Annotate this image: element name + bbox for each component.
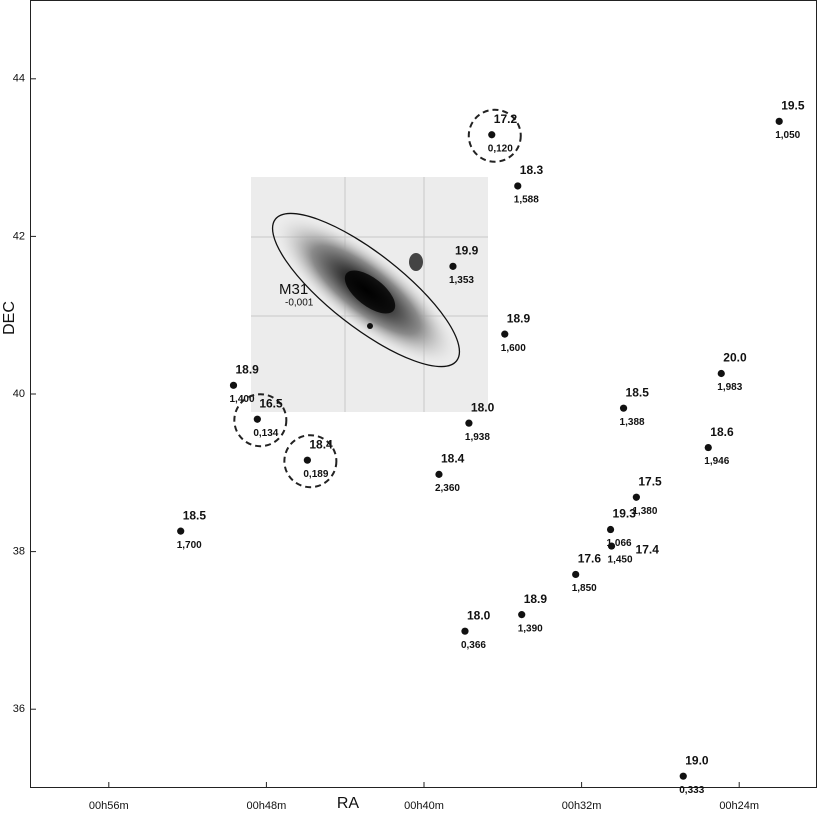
point <box>619 404 628 412</box>
redshift-label: 1,390 <box>518 623 543 634</box>
y-tick-label: 42 <box>13 230 25 242</box>
redshift-label: 1,388 <box>620 417 645 428</box>
redshift-label: 1,353 <box>449 275 474 286</box>
redshift-label: 1,946 <box>704 456 729 467</box>
magnitude-label: 18.5 <box>626 385 650 399</box>
redshift-label: 1,700 <box>177 540 202 551</box>
point <box>229 381 238 389</box>
magnitude-label: 19.5 <box>781 99 805 113</box>
point <box>775 117 783 125</box>
magnitude-label: 18.4 <box>441 452 465 466</box>
x-tick-label: 00h32m <box>562 800 602 812</box>
redshift-label: 1,066 <box>607 538 632 549</box>
point <box>488 131 496 139</box>
point <box>679 772 687 780</box>
m31-image <box>251 177 488 412</box>
point <box>632 493 640 501</box>
redshift-label: 1,983 <box>717 382 742 393</box>
magnitude-label: 18.9 <box>236 363 260 377</box>
redshift-label: 0,189 <box>303 469 328 480</box>
magnitude-label: 19.9 <box>455 244 479 258</box>
point <box>501 330 509 338</box>
redshift-label: 1,938 <box>465 432 490 443</box>
magnitude-label: 18.4 <box>309 437 333 451</box>
x-tick-label: 00h56m <box>89 800 129 812</box>
point <box>717 369 725 378</box>
galaxy-label: M31 <box>279 281 308 298</box>
point <box>449 262 457 270</box>
magnitude-label: 17.6 <box>578 552 602 566</box>
redshift-label: 0,366 <box>461 640 486 651</box>
point <box>572 570 580 579</box>
point <box>518 611 526 619</box>
y-tick-label: 40 <box>13 388 25 400</box>
point <box>606 525 615 534</box>
y-tick-label: 44 <box>13 73 25 85</box>
redshift-label: 0,333 <box>679 785 704 796</box>
magnitude-label: 17.4 <box>636 542 660 556</box>
y-tick-label: 38 <box>13 546 25 558</box>
magnitude-label: 18.6 <box>710 425 734 439</box>
redshift-label: 2,360 <box>435 483 460 494</box>
point <box>607 542 616 550</box>
point <box>177 527 185 535</box>
magnitude-label: 18.0 <box>467 608 491 622</box>
highlight-circle <box>233 393 288 448</box>
magnitude-label: 18.9 <box>524 592 548 606</box>
redshift-label: 1,050 <box>775 130 800 141</box>
magnitude-label: 18.9 <box>507 311 531 325</box>
highlight-circle <box>283 434 338 489</box>
magnitude-label: 18.0 <box>471 400 495 414</box>
point <box>435 470 443 478</box>
point <box>461 627 469 635</box>
magnitude-label: 19.0 <box>685 753 709 767</box>
galaxy-redshift: -0,001 <box>285 298 314 309</box>
redshift-label: 1,450 <box>608 555 633 566</box>
point <box>704 443 712 452</box>
redshift-label: 1,380 <box>632 506 657 517</box>
redshift-label: 1,588 <box>514 195 539 206</box>
redshift-label: 0,134 <box>253 428 278 439</box>
point <box>253 415 261 423</box>
magnitude-label: 17.5 <box>638 474 662 488</box>
y-axis-label: DEC <box>1 301 18 335</box>
magnitude-label: 17.2 <box>494 112 518 126</box>
x-tick-label: 00h48m <box>247 800 287 812</box>
magnitude-label: 20.0 <box>723 351 747 365</box>
x-tick-label: 00h40m <box>404 800 444 812</box>
y-tick-label: 36 <box>13 703 25 715</box>
redshift-label: 1,850 <box>572 583 597 594</box>
redshift-label: 1,400 <box>230 394 255 405</box>
redshift-label: 0,120 <box>488 143 513 154</box>
magnitude-label: 18.3 <box>520 163 544 177</box>
point <box>465 419 473 427</box>
point <box>303 456 311 464</box>
magnitude-label: 18.5 <box>183 508 207 522</box>
magnitude-label: 16.5 <box>259 396 283 410</box>
x-axis-label: RA <box>337 795 360 812</box>
point <box>514 182 522 190</box>
x-tick-label: 00h24m <box>719 800 759 812</box>
redshift-label: 1,600 <box>501 343 526 354</box>
highlight-circle <box>467 108 522 163</box>
magnitude-label: 19.3 <box>613 507 637 521</box>
